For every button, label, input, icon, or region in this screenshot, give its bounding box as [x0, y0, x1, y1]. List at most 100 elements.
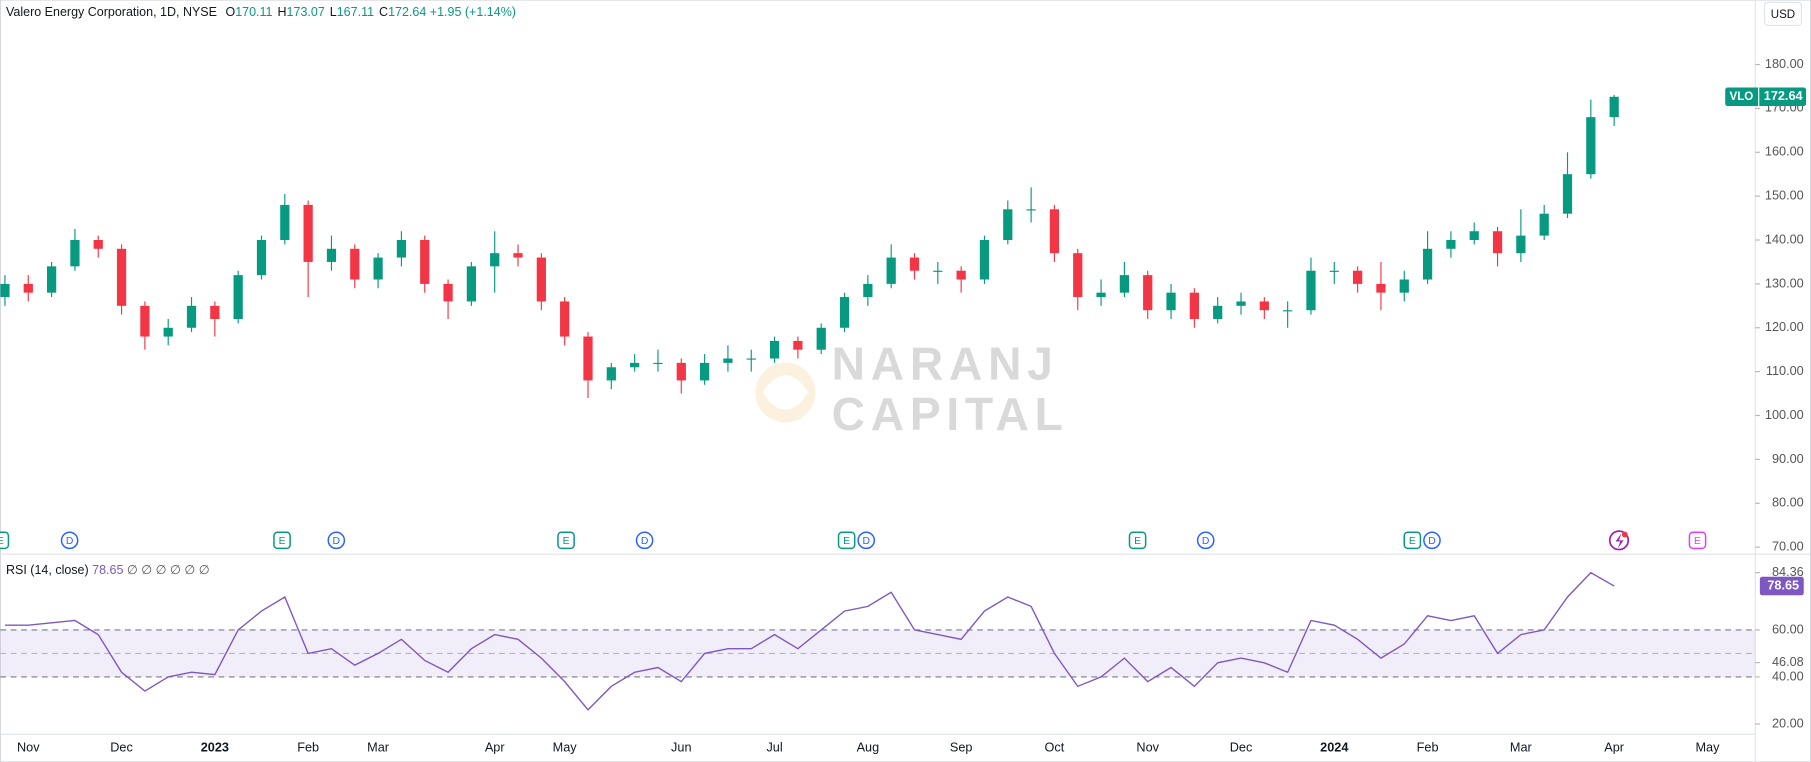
- candle-body: [979, 240, 990, 280]
- price-tick-label: 120.00: [1765, 320, 1804, 334]
- candle-body: [1236, 301, 1246, 306]
- candle-body: [699, 362, 710, 381]
- x-tick-label: May: [553, 741, 578, 755]
- candle-body: [676, 362, 686, 381]
- candle-body: [1609, 96, 1619, 118]
- candle-body: [1213, 305, 1223, 319]
- event-marker: [327, 531, 346, 550]
- candle-body: [1539, 213, 1549, 236]
- ohlc-key: O: [225, 5, 236, 19]
- candle-body: [350, 248, 360, 280]
- price-tick-label: 90.00: [1772, 452, 1804, 466]
- currency-button[interactable]: [1763, 1, 1803, 26]
- rsi-tick-label: 40.00: [1772, 669, 1804, 683]
- watermark-line: NARANJ: [832, 337, 1059, 389]
- event-marker: [60, 531, 79, 550]
- rsi-line: [4, 571, 1615, 711]
- x-tick-label: Jun: [671, 741, 691, 755]
- event-label: E: [1694, 536, 1701, 547]
- candle-body: [1003, 209, 1013, 241]
- rsi-value: 78.65: [92, 563, 124, 577]
- rsi-tick-label: 20.00: [1772, 716, 1804, 730]
- lightning-icon: [1608, 530, 1630, 551]
- candle-body: [1259, 301, 1269, 311]
- event-label: D: [641, 536, 649, 547]
- x-tick-label: 2023: [201, 741, 229, 755]
- candle-body: [1399, 279, 1409, 293]
- event-marker: [0, 531, 10, 550]
- event-label: E: [563, 536, 570, 547]
- price-tag: [1725, 87, 1807, 107]
- candle-body: [303, 204, 313, 262]
- event-label: E: [279, 536, 286, 547]
- candle-body: [140, 305, 150, 337]
- candle-body: [886, 257, 896, 284]
- event-marker: [1688, 531, 1707, 550]
- candle-body: [1516, 235, 1526, 254]
- candle-body: [560, 301, 570, 337]
- candle-body: [769, 340, 780, 359]
- candle-body: [1073, 253, 1083, 298]
- candle-body: [746, 358, 756, 360]
- x-tick-label: Mar: [1510, 741, 1533, 755]
- ohlc-key: C: [379, 5, 389, 19]
- x-tick-label: Aug: [857, 741, 880, 755]
- candle-body: [280, 204, 290, 241]
- ohlc-value: 173.07: [286, 5, 325, 19]
- candle-body: [1422, 248, 1433, 280]
- price-tick-label: 140.00: [1765, 232, 1804, 246]
- candle-body: [1446, 240, 1456, 249]
- event-label: E: [843, 536, 850, 547]
- x-tick-label: Nov: [17, 741, 40, 755]
- x-tick-label: Mar: [367, 741, 390, 755]
- candle-body: [1189, 292, 1199, 319]
- price-tick-label: 160.00: [1765, 145, 1804, 159]
- candle-body: [956, 270, 966, 280]
- candle-body: [23, 283, 33, 293]
- candle-body: [1283, 310, 1293, 312]
- candle-body: [723, 358, 733, 363]
- event-marker: [635, 531, 654, 550]
- x-tick-label: Nov: [1136, 741, 1159, 755]
- candle-body: [816, 327, 826, 350]
- ohlc-value: 172.64: [388, 5, 427, 19]
- candle-body: [513, 253, 523, 258]
- x-tick-label: Apr: [485, 741, 506, 755]
- currency: USD: [1771, 9, 1795, 21]
- ohlc-value: 167.11: [336, 5, 375, 19]
- candle-body: [93, 240, 103, 249]
- x-tick-label: Oct: [1045, 741, 1065, 755]
- candle-body: [1469, 231, 1479, 241]
- price-tick-label: 110.00: [1766, 364, 1804, 378]
- rsi-tick-label: 84.36: [1772, 565, 1804, 579]
- candle-body: [1096, 292, 1106, 298]
- candle-body: [0, 283, 10, 298]
- event-marker: [1196, 531, 1215, 550]
- x-tick-label: Jul: [766, 741, 782, 755]
- rsi-extra: ∅ ∅ ∅ ∅ ∅ ∅: [126, 563, 210, 577]
- event-label: D: [333, 536, 341, 547]
- candle-body: [536, 257, 546, 302]
- candle-body: [583, 336, 593, 381]
- candle-body: [933, 270, 943, 272]
- candle-body: [606, 367, 616, 381]
- watermark: NARANJ CAPITAL: [755, 337, 1063, 440]
- price-tick-label: 100.00: [1765, 408, 1804, 422]
- event-label: D: [66, 536, 74, 547]
- candle-body: [1376, 283, 1386, 293]
- x-tick-label: Feb: [297, 741, 319, 755]
- candle-body: [1562, 174, 1573, 214]
- event-marker: [837, 531, 856, 550]
- candle-body: [1119, 275, 1130, 293]
- ohlc-key: H: [277, 5, 287, 19]
- ohlc-value: 170.11: [235, 5, 273, 19]
- candle-body: [443, 283, 453, 302]
- candle-body: [373, 257, 383, 280]
- event-marker: [1423, 531, 1441, 550]
- candle-body: [490, 253, 500, 267]
- candle-body: [163, 327, 173, 337]
- candle-body: [1143, 275, 1153, 311]
- x-tick-label: Dec: [1230, 741, 1253, 755]
